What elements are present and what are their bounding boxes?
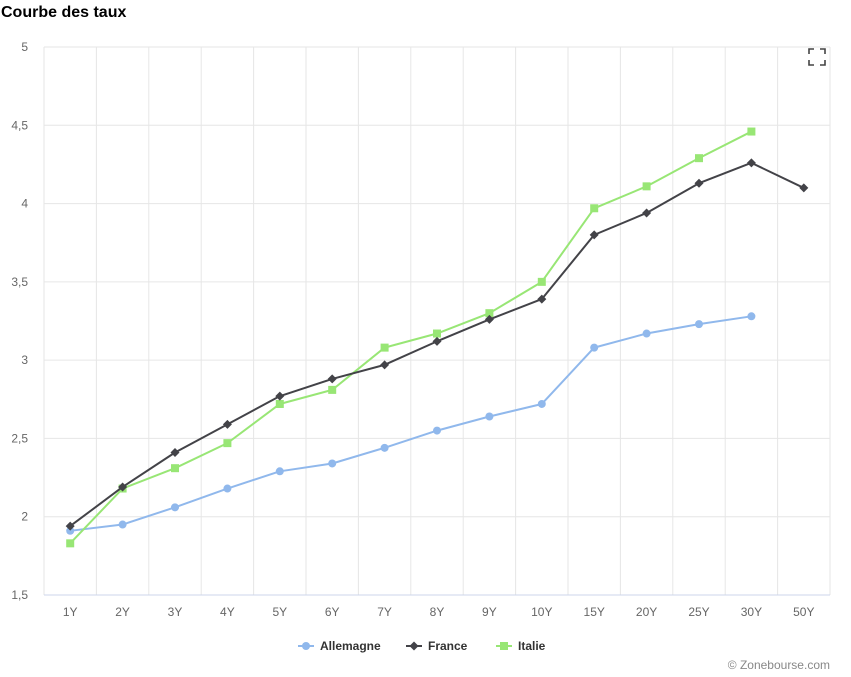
series-line	[69, 130, 752, 545]
data-point	[537, 399, 546, 408]
data-point	[223, 484, 232, 493]
data-point	[485, 412, 494, 421]
data-point	[275, 399, 284, 408]
x-tick-label: 5Y	[272, 605, 287, 619]
legend-item-allemagne[interactable]: Allemagne	[298, 639, 381, 653]
data-point	[66, 526, 75, 535]
data-point	[275, 391, 285, 401]
data-point	[746, 158, 756, 168]
x-tick-label: 1Y	[63, 605, 78, 619]
x-tick-label: 9Y	[482, 605, 497, 619]
data-point	[380, 360, 390, 370]
data-point	[328, 459, 337, 468]
series-line	[70, 315, 752, 532]
x-tick-label: 30Y	[741, 605, 762, 619]
data-point	[118, 482, 128, 492]
data-point	[642, 208, 652, 218]
data-point	[747, 312, 756, 321]
x-tick-label: 4Y	[220, 605, 235, 619]
x-tick-label: 2Y	[115, 605, 130, 619]
data-point	[799, 183, 809, 193]
data-point	[642, 182, 651, 191]
x-tick-label: 20Y	[636, 605, 657, 619]
series-france	[65, 158, 809, 531]
legend-item-italie[interactable]: Italie	[496, 639, 546, 653]
x-tick-label: 10Y	[531, 605, 552, 619]
legend-marker	[409, 641, 419, 651]
data-point	[327, 374, 337, 384]
y-tick-label: 2	[21, 510, 28, 524]
y-tick-label: 4,5	[11, 118, 28, 132]
data-point	[118, 520, 127, 529]
x-tick-label: 50Y	[793, 605, 814, 619]
data-point	[328, 385, 337, 394]
x-tick-label: 25Y	[688, 605, 709, 619]
data-point	[380, 343, 389, 352]
data-point	[223, 439, 232, 448]
x-tick-label: 6Y	[325, 605, 340, 619]
series-italie	[66, 127, 756, 548]
legend-label: Allemagne	[320, 639, 381, 653]
legend-item-france[interactable]: France	[406, 639, 468, 653]
data-point	[275, 467, 284, 476]
data-point	[432, 336, 442, 346]
data-point	[433, 426, 441, 435]
data-point	[485, 309, 494, 318]
y-tick-label: 4	[21, 197, 28, 211]
data-point	[537, 277, 546, 286]
legend-label: Italie	[518, 639, 546, 653]
chart-title: Courbe des taux	[1, 4, 127, 21]
y-tick-label: 2,5	[11, 431, 28, 445]
x-tick-label: 7Y	[377, 605, 392, 619]
data-point	[747, 127, 756, 136]
data-point	[590, 343, 599, 352]
data-point	[537, 294, 547, 304]
legend-label: France	[428, 639, 468, 653]
x-tick-label: 15Y	[584, 605, 605, 619]
data-point	[694, 178, 704, 188]
y-tick-label: 5	[21, 40, 28, 54]
x-tick-label: 8Y	[430, 605, 445, 619]
credit-text: © Zonebourse.com	[727, 658, 830, 672]
y-tick-label: 3,5	[11, 275, 28, 289]
data-point	[695, 154, 703, 163]
data-point	[170, 448, 180, 458]
y-tick-label: 3	[21, 353, 28, 367]
data-point	[171, 503, 179, 512]
data-point	[642, 329, 651, 338]
data-point	[590, 204, 599, 213]
fullscreen-icon[interactable]	[808, 48, 826, 66]
data-point	[589, 230, 599, 240]
data-point	[484, 314, 494, 324]
data-point	[222, 419, 232, 429]
legend-marker	[500, 642, 508, 650]
series-allemagne	[66, 312, 756, 535]
data-point	[171, 464, 179, 473]
x-tick-label: 3Y	[168, 605, 183, 619]
data-point	[65, 521, 75, 531]
data-point	[695, 320, 703, 329]
data-point	[433, 329, 441, 338]
y-tick-label: 1,5	[11, 588, 28, 602]
data-point	[380, 443, 389, 452]
legend-marker	[302, 642, 310, 650]
data-point	[66, 539, 75, 548]
